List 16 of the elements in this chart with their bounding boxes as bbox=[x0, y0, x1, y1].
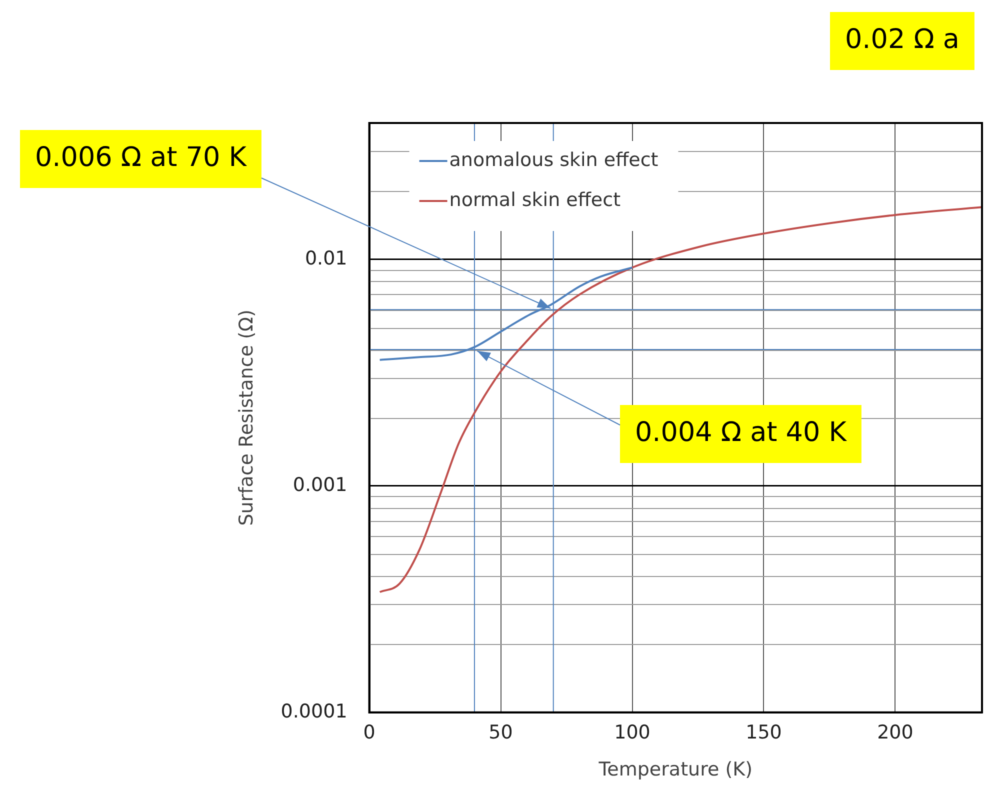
annotation: 0.006 Ω at 70 K bbox=[35, 142, 248, 174]
y-tick-label: 0.0001 bbox=[280, 700, 348, 722]
legend-label: normal skin effect bbox=[449, 188, 621, 211]
y-axis-title: Surface Resistance (Ω) bbox=[235, 310, 258, 526]
x-tick-label: 200 bbox=[877, 722, 914, 744]
x-tick-label: 50 bbox=[488, 722, 513, 744]
y-tick-label: 0.01 bbox=[304, 247, 348, 270]
y-tick-label: 0.001 bbox=[292, 474, 348, 496]
line-series bbox=[378, 206, 982, 594]
x-axis-title: Temperature (K) bbox=[598, 758, 752, 781]
x-tick-label: 150 bbox=[746, 722, 782, 744]
annotation: 0.004 Ω at 40 K bbox=[635, 417, 848, 448]
x-tick-label: 0 bbox=[363, 722, 376, 744]
text: 0.02 Ω a bbox=[845, 24, 960, 56]
legend-label: anomalous skin effect bbox=[449, 148, 658, 171]
x-tick-label: 100 bbox=[614, 722, 650, 744]
